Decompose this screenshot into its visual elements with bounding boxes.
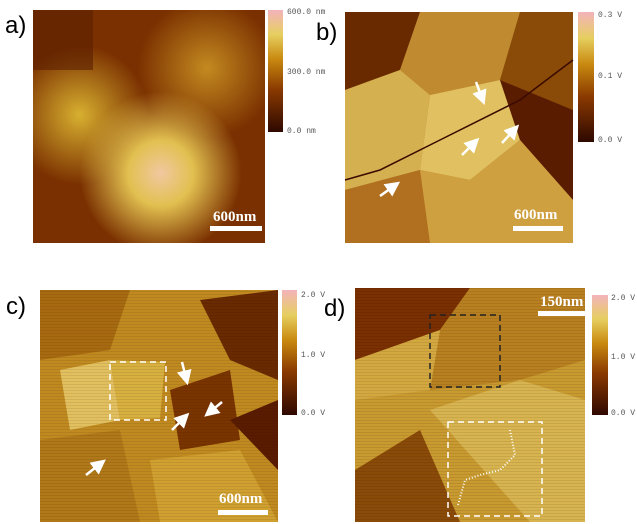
panel-label: c) — [6, 293, 26, 320]
colorbar-label: 0.0 nm — [287, 127, 316, 136]
panel-c — [40, 290, 297, 522]
colorbar-label: 0.1 V — [598, 72, 622, 81]
colorbar-label: 2.0 V — [611, 294, 635, 303]
colorbar-label: 2.0 V — [301, 291, 325, 300]
colorbar-label: 0.0 V — [301, 409, 325, 418]
scale-bar-label: 600nm — [514, 207, 558, 223]
colorbar-label: 600.0 nm — [287, 8, 326, 17]
panel-label: d) — [324, 295, 345, 322]
panel-label: b) — [316, 19, 337, 46]
colorbar-label: 1.0 V — [611, 353, 635, 362]
panel-d — [355, 288, 608, 522]
colorbar-label: 0.0 V — [598, 136, 622, 145]
colorbar-label: 300.0 nm — [287, 68, 326, 77]
scale-bar-label: 600nm — [219, 491, 263, 507]
scale-bar-label: 150nm — [540, 294, 584, 310]
colorbar-label: 1.0 V — [301, 351, 325, 360]
panel-label: a) — [5, 12, 26, 39]
colorbar-label: 0.0 V — [611, 409, 635, 418]
figure: a) b) c) d) 600nm 600nm 600nm 150nm 600.… — [0, 0, 637, 524]
colorbar-label: 0.3 V — [598, 11, 622, 20]
scale-bar-label: 600nm — [213, 209, 257, 225]
